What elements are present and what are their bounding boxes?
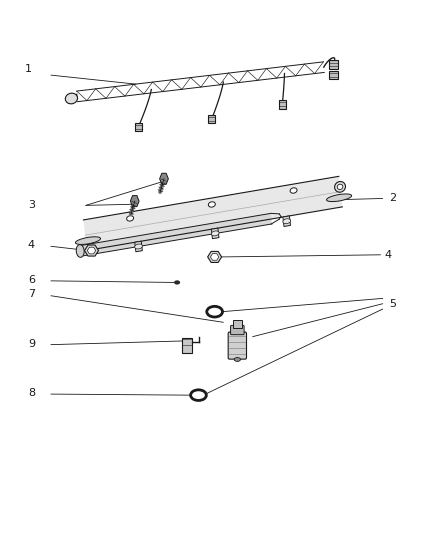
FancyBboxPatch shape [208,115,215,124]
Ellipse shape [194,392,203,398]
Polygon shape [208,252,222,262]
Polygon shape [131,196,139,207]
Ellipse shape [337,184,343,190]
Polygon shape [83,176,343,251]
FancyBboxPatch shape [135,123,142,132]
FancyBboxPatch shape [233,320,242,328]
Text: 1: 1 [25,64,32,74]
Text: 7: 7 [28,289,35,299]
Text: 4: 4 [28,240,35,250]
Ellipse shape [335,182,346,192]
Text: 9: 9 [28,338,35,349]
Ellipse shape [209,308,220,316]
FancyBboxPatch shape [182,338,192,353]
Ellipse shape [208,202,215,207]
Polygon shape [85,245,99,256]
Ellipse shape [290,188,297,193]
Text: 2: 2 [389,193,396,204]
Ellipse shape [211,231,219,236]
Text: 6: 6 [28,275,35,285]
Text: 3: 3 [28,200,35,211]
Ellipse shape [174,280,180,285]
Ellipse shape [234,358,240,361]
Ellipse shape [75,237,101,245]
Polygon shape [159,173,168,184]
FancyBboxPatch shape [230,325,244,335]
Polygon shape [135,241,142,252]
Polygon shape [283,216,290,227]
Text: 4: 4 [384,250,391,260]
Ellipse shape [134,244,142,249]
Polygon shape [210,254,219,260]
Text: 5: 5 [389,298,396,309]
Ellipse shape [76,245,84,257]
FancyBboxPatch shape [228,332,247,359]
Polygon shape [82,213,272,256]
Ellipse shape [127,216,134,221]
Ellipse shape [65,93,78,104]
Ellipse shape [283,219,290,224]
Polygon shape [71,93,78,104]
FancyBboxPatch shape [329,60,338,69]
Polygon shape [87,247,95,254]
FancyBboxPatch shape [279,100,286,109]
Ellipse shape [327,194,352,201]
Text: 8: 8 [28,388,35,398]
Polygon shape [212,228,219,239]
FancyBboxPatch shape [329,71,338,79]
